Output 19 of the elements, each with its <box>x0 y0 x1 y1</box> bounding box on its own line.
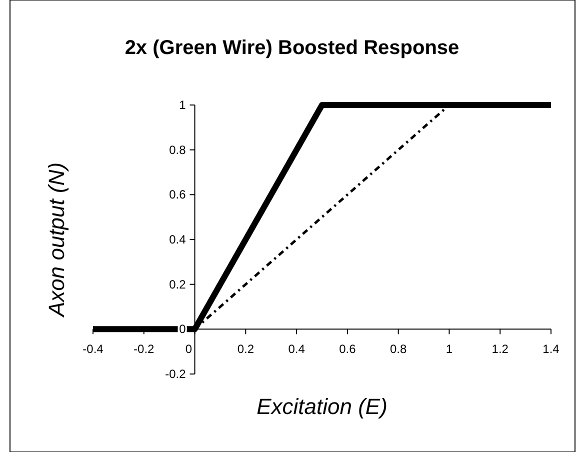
x-tick-label: 0.4 <box>288 342 306 356</box>
x-axis-title: Excitation (E) <box>256 394 388 419</box>
y-tick-label: 0.6 <box>169 188 186 202</box>
y-tick-label: -0.2 <box>165 367 186 381</box>
x-tick-label: -0.4 <box>82 342 104 356</box>
y-axis-title: Axon output (N) <box>44 162 69 319</box>
y-tick-label: 0.8 <box>169 142 186 157</box>
x-tick-label: 0.8 <box>390 342 407 356</box>
y-tick-label: 1 <box>179 98 186 112</box>
y-tick-label: 0 <box>179 322 186 336</box>
chart-title: 2x (Green Wire) Boosted Response <box>124 37 460 59</box>
y-tick-label: 0.4 <box>169 232 186 246</box>
x-tick-label: 1.2 <box>492 342 509 356</box>
x-tick-label: -0.2 <box>134 342 155 356</box>
y-tick-label: 0.2 <box>169 277 186 292</box>
x-tick-label: 1.4 <box>542 342 560 356</box>
x-tick-label: 0.2 <box>237 342 254 356</box>
x-tick-label: 0.6 <box>339 342 356 356</box>
x-tick-label: 1 <box>446 342 453 356</box>
